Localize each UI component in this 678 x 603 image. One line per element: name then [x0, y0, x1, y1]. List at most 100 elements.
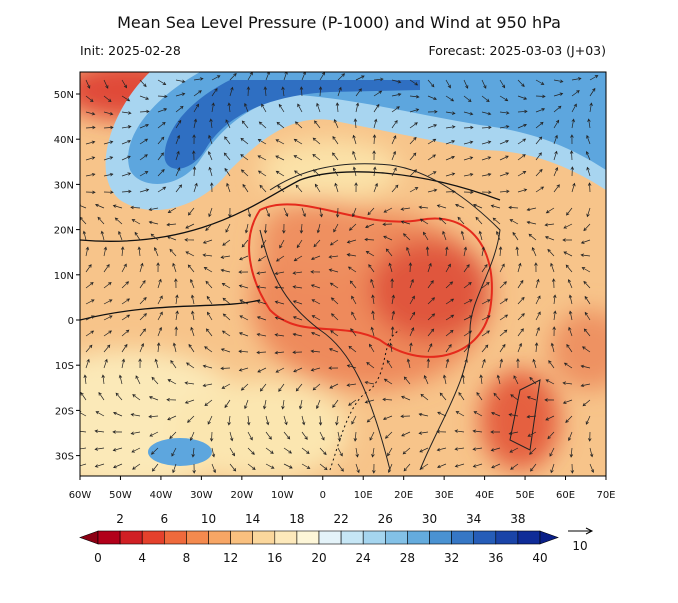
wind-arrow	[535, 79, 545, 85]
colorbar-lower-label: 4	[138, 551, 146, 565]
wind-arrow	[481, 172, 492, 177]
wind-arrow	[103, 299, 113, 305]
wind-arrow	[103, 344, 111, 353]
wind-arrow	[172, 262, 177, 273]
wind-arrow	[333, 223, 339, 233]
wind-arrow	[80, 203, 87, 209]
wind-arrow	[409, 108, 420, 113]
wind-arrow	[418, 412, 429, 417]
wind-arrow	[103, 330, 113, 337]
wind-arrow	[139, 343, 145, 353]
wind-arrow	[391, 150, 397, 161]
wind-arrow	[247, 415, 251, 426]
wind-arrow	[292, 300, 303, 305]
wind-arrow	[368, 264, 375, 273]
wind-arrow	[355, 447, 359, 458]
wind-arrow	[192, 134, 196, 145]
wind-arrow	[364, 399, 375, 404]
wind-arrow	[132, 394, 141, 401]
lat-label: 0	[68, 316, 74, 327]
wind-arrow	[205, 280, 213, 289]
wind-arrow	[517, 171, 527, 177]
wind-arrow	[238, 270, 249, 274]
wind-arrow	[184, 399, 195, 404]
wind-arrow	[121, 139, 132, 145]
wind-arrow	[364, 380, 375, 385]
wind-arrow	[316, 102, 321, 113]
colorbar-cell	[274, 530, 298, 545]
wind-arrow	[400, 220, 411, 225]
wind-arrow	[175, 92, 186, 97]
wind-arrow	[409, 79, 419, 86]
colorbar-upper-label: 14	[245, 512, 260, 526]
wind-arrow	[427, 154, 437, 161]
wind-arrow	[311, 331, 321, 337]
lon-label: 0	[320, 490, 326, 501]
wind-arrow	[445, 155, 455, 161]
wind-arrow	[97, 216, 105, 225]
wind-arrow	[274, 316, 285, 321]
wind-arrow	[553, 79, 564, 83]
wind-arrow	[220, 366, 231, 371]
wind-arrow	[139, 171, 149, 177]
wind-arrow	[553, 294, 557, 305]
wind-arrow	[427, 109, 438, 114]
wind-arrow	[148, 207, 159, 212]
colorbar-cell	[208, 530, 231, 545]
wind-arrow	[258, 121, 267, 129]
wind-arrow	[85, 282, 94, 289]
wind-arrow	[131, 447, 141, 453]
wind-arrow	[391, 310, 396, 321]
wind-arrow	[382, 222, 393, 227]
wind-arrow	[458, 391, 465, 401]
wind-arrow	[498, 246, 503, 257]
wind-arrow	[332, 399, 339, 408]
wind-arrow	[295, 383, 303, 392]
wind-arrow	[220, 348, 231, 353]
wind-arrow	[437, 411, 447, 417]
wind-arrow	[583, 223, 591, 232]
wind-arrow	[535, 108, 546, 113]
wind-arrow	[369, 431, 375, 441]
forecast-date: Forecast: 2025-03-03 (J+03)	[428, 43, 606, 58]
wind-arrow	[445, 298, 455, 305]
wind-arrow	[229, 463, 237, 472]
wind-arrow	[427, 328, 435, 337]
wind-arrow	[517, 296, 525, 305]
wind-arrow	[517, 123, 527, 129]
wind-arrow	[281, 399, 285, 410]
wind-arrow	[553, 105, 562, 113]
wind-arrow	[550, 262, 555, 273]
wind-arrow	[427, 280, 434, 289]
colorbar-cell	[296, 530, 320, 545]
wind-arrow	[103, 140, 114, 145]
wind-arrow	[240, 383, 249, 391]
wind-arrow	[427, 79, 435, 88]
wind-arrow	[175, 134, 181, 145]
wind-arrow	[391, 92, 402, 97]
wind-arrow	[184, 381, 195, 385]
wind-arrow	[409, 187, 419, 193]
wind-arrow	[157, 326, 163, 337]
colorbar-cell	[318, 530, 342, 545]
wind-arrow	[85, 111, 96, 116]
wind-arrow	[391, 294, 395, 305]
colorbar-cell	[473, 530, 497, 545]
wind-arrow	[240, 154, 249, 161]
wind-arrow	[208, 207, 213, 218]
wind-arrow	[205, 328, 213, 337]
wind-arrow	[85, 264, 92, 273]
wind-arrow	[473, 203, 483, 209]
wind-arrow	[499, 298, 508, 305]
wind-arrow	[274, 333, 285, 337]
wind-arrow	[365, 223, 375, 229]
wind-arrow	[211, 463, 217, 474]
wind-arrow	[310, 349, 321, 353]
pressure-field	[80, 72, 606, 476]
wind-arrow	[202, 383, 213, 388]
wind-arrow	[403, 376, 411, 385]
wind-arrow	[568, 310, 573, 321]
wind-arrow	[192, 166, 197, 177]
wind-arrow	[517, 79, 525, 88]
wind-arrow	[318, 415, 323, 426]
